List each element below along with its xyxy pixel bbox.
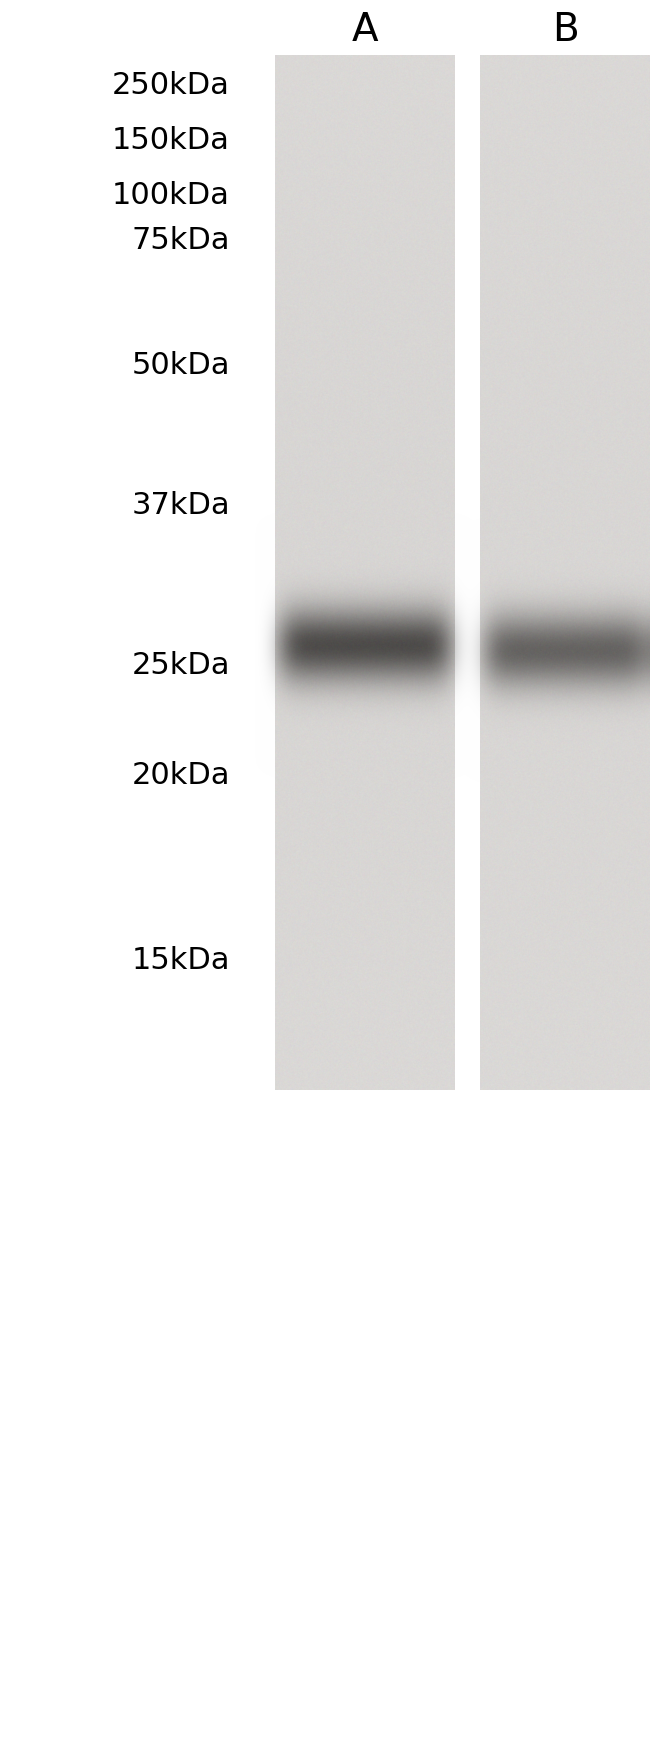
Text: 20kDa: 20kDa	[131, 761, 230, 789]
Text: 150kDa: 150kDa	[112, 126, 230, 155]
Text: 15kDa: 15kDa	[131, 946, 230, 974]
Text: 100kDa: 100kDa	[112, 180, 230, 209]
Text: B: B	[552, 10, 578, 49]
Text: 25kDa: 25kDa	[131, 651, 230, 679]
Text: 250kDa: 250kDa	[112, 70, 230, 99]
Text: A: A	[352, 10, 378, 49]
Text: 75kDa: 75kDa	[131, 225, 230, 255]
Text: 50kDa: 50kDa	[131, 351, 230, 379]
Text: 37kDa: 37kDa	[131, 490, 230, 520]
